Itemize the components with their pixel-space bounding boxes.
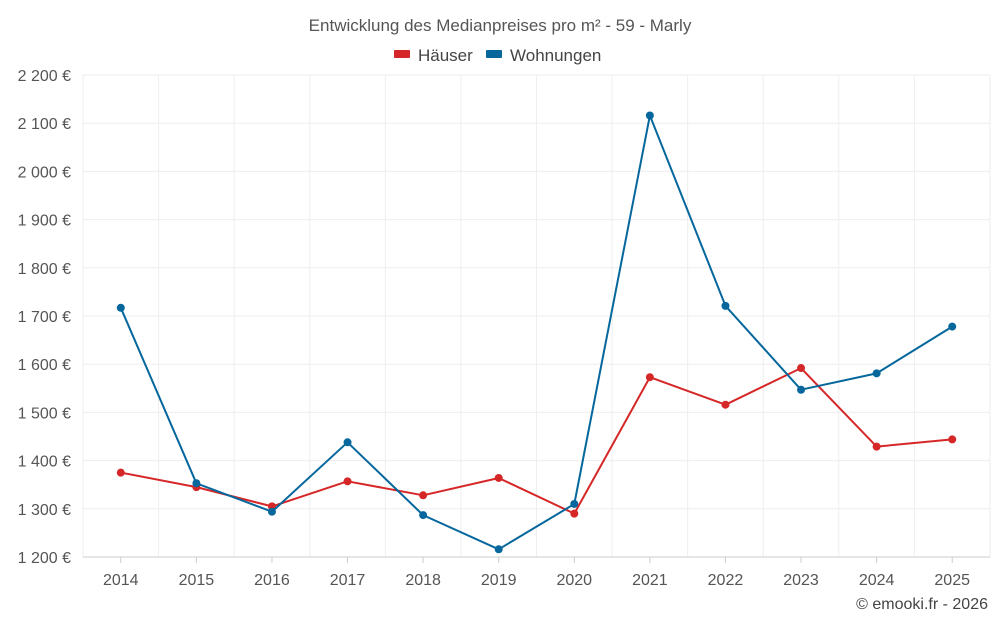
chart-title: Entwicklung des Medianpreises pro m² - 5… [309,16,692,35]
legend[interactable]: Häuser Wohnungen [394,46,601,65]
data-point[interactable] [116,468,125,477]
x-tick-label: 2015 [179,572,215,589]
x-tick-label: 2024 [859,572,895,589]
data-point[interactable] [570,499,579,508]
y-tick-label: 1 700 € [18,309,71,326]
y-tick-label: 1 900 € [18,213,71,230]
y-tick-label: 1 200 € [18,550,71,567]
credit-text: © emooki.fr - 2026 [856,596,988,613]
legend-item-haeuser[interactable]: Häuser [394,46,473,65]
data-point[interactable] [797,364,806,373]
data-point[interactable] [494,473,503,482]
data-point[interactable] [192,479,201,488]
y-tick-label: 1 300 € [18,502,71,519]
y-tick-label: 1 800 € [18,261,71,278]
data-point[interactable] [494,545,503,554]
data-point[interactable] [872,369,881,378]
legend-label-wohnungen: Wohnungen [510,46,601,65]
data-point[interactable] [343,477,352,486]
x-tick-label: 2018 [405,572,441,589]
data-point[interactable] [267,507,276,516]
data-point[interactable] [948,435,957,444]
data-point[interactable] [116,303,125,312]
data-point[interactable] [419,511,428,520]
y-tick-label: 2 200 € [18,68,71,85]
grid [82,74,991,557]
x-tick-label: 2014 [103,572,139,589]
y-tick-label: 2 100 € [18,116,71,133]
data-point[interactable] [343,438,352,447]
x-tick-label: 2025 [934,572,970,589]
series-line [119,114,954,551]
x-tick-label: 2017 [330,572,366,589]
series-layer [116,111,957,554]
y-tick-label: 1 400 € [18,454,71,471]
y-tick-label: 1 500 € [18,405,71,422]
legend-item-wohnungen[interactable]: Wohnungen [486,46,601,65]
x-tick-label: 2021 [632,572,668,589]
y-axis: 1 200 € 1 300 € 1 400 € 1 500 € 1 600 € 1 700… [18,68,71,567]
x-tick-label: 2016 [254,572,290,589]
data-point[interactable] [645,111,654,120]
legend-swatch-wohnungen [486,50,502,58]
series-1 [116,111,957,554]
legend-swatch-haeuser [394,50,410,58]
x-tick-label: 2020 [556,572,592,589]
data-point[interactable] [419,491,428,500]
data-point[interactable] [948,322,957,331]
x-axis: 2014 2015 2016 2017 2018 2019 2020 2021 2022 2023… [83,556,990,589]
data-point[interactable] [797,385,806,394]
data-point[interactable] [570,509,579,518]
y-tick-label: 2 000 € [18,164,71,181]
x-tick-label: 2023 [783,572,819,589]
data-point[interactable] [721,301,730,310]
data-point[interactable] [721,400,730,409]
y-tick-label: 1 600 € [18,357,71,374]
data-point[interactable] [872,442,881,451]
series-line [119,367,954,515]
x-tick-label: 2019 [481,572,517,589]
legend-label-haeuser: Häuser [418,46,473,65]
data-point[interactable] [645,373,654,382]
x-tick-label: 2022 [708,572,744,589]
